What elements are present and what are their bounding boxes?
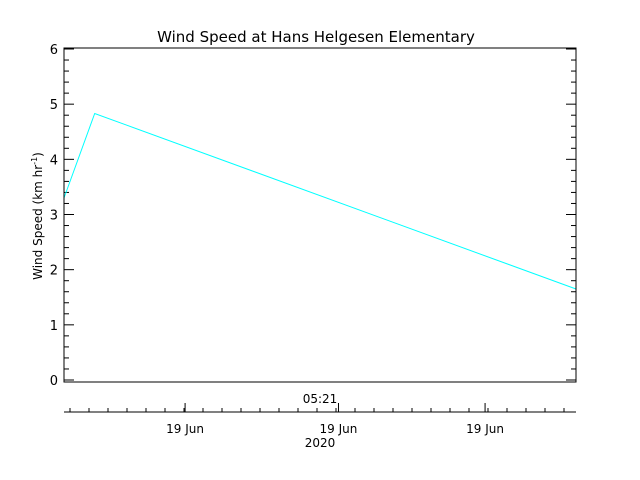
y-tick-label: 4: [50, 153, 58, 168]
date-tick-label: 19 Jun: [166, 422, 204, 436]
chart-title: Wind Speed at Hans Helgesen Elementary: [157, 28, 475, 46]
plot-frame: [63, 47, 577, 383]
y-tick-label: 5: [50, 98, 58, 113]
date-axis-ticks: 19 Jun 19 Jun 19 Jun: [69, 403, 565, 436]
y-tick-label: 1: [50, 319, 58, 334]
y-tick-label: 3: [50, 209, 58, 224]
y-tick-label: 0: [50, 374, 58, 389]
x-year-label: 2020: [305, 436, 336, 450]
y-tick-label: 2: [50, 264, 58, 279]
date-tick-label: 19 Jun: [466, 422, 504, 436]
x-time-label: 05:21: [303, 392, 338, 406]
series-layer: [63, 112, 577, 290]
y-axis-label: Wind Speed (km hr-1): [30, 152, 45, 280]
y-tick-label: 6: [50, 43, 58, 58]
y-axis-ticks: 0 1 2 3 4 5 6: [50, 43, 576, 389]
wind-speed-line: [63, 112, 577, 290]
date-tick-label: 19 Jun: [320, 422, 358, 436]
